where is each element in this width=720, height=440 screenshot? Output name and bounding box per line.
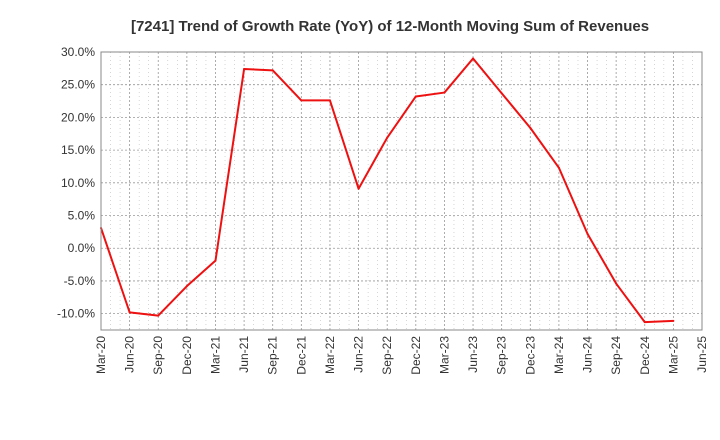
x-tick-label: Jun-23 [466,336,480,373]
data-point [615,282,618,285]
x-tick-label: Dec-20 [180,336,194,375]
data-point [557,166,560,169]
data-point [128,311,131,314]
data-point [300,99,303,102]
data-point [386,136,389,139]
data-point [328,99,331,102]
data-point [643,321,646,324]
y-axis-labels: 30.0% 25.0% 20.0% 15.0% 10.0% 5.0% 0.0% -5.0% -1… [57,45,95,321]
x-tick-label: Sep-20 [151,336,165,375]
x-tick-label: Dec-24 [638,336,652,375]
x-tick-label: Jun-25 [695,336,709,373]
plot-area [101,52,702,330]
data-point [529,126,532,129]
x-tick-label: Dec-21 [294,336,308,375]
x-tick-label: Sep-24 [609,336,623,375]
x-tick-label: Jun-22 [352,336,366,373]
x-tick-label: Sep-23 [495,336,509,375]
data-point [472,57,475,60]
y-tick-label: 10.0% [61,176,95,190]
y-tick-label: 20.0% [61,110,95,124]
grid [101,51,702,330]
data-point [271,69,274,72]
data-point [414,95,417,98]
y-tick-label: -10.0% [57,307,95,321]
x-tick-label: Sep-21 [266,336,280,375]
x-tick-label: Mar-22 [323,336,337,374]
data-point [214,259,217,262]
y-tick-label: -5.0% [64,274,96,288]
y-tick-label: 25.0% [61,78,95,92]
x-axis-labels: Mar-20 Jun-20 Sep-20 Dec-20 Mar-21 Jun-21 Sep-… [94,336,709,375]
x-tick-label: Mar-23 [437,336,451,374]
x-tick-label: Sep-22 [380,336,394,375]
y-tick-label: 0.0% [68,241,96,255]
data-point [185,285,188,288]
y-tick-label: 5.0% [68,209,96,223]
data-point [157,314,160,317]
y-tick-label: 15.0% [61,143,95,157]
chart-title: [7241] Trend of Growth Rate (YoY) of 12-… [131,18,649,35]
plot-border [100,51,703,331]
data-point [500,92,503,95]
x-tick-label: Mar-20 [94,336,108,374]
y-tick-label: 30.0% [61,45,95,59]
x-tick-label: Dec-22 [409,336,423,375]
x-tick-label: Jun-24 [581,336,595,373]
data-point [243,68,246,71]
data-point [586,232,589,235]
x-tick-label: Mar-25 [666,336,680,374]
data-point [357,187,360,190]
x-tick-label: Dec-23 [523,336,537,375]
x-tick-label: Mar-24 [552,336,566,374]
x-tick-label: Mar-21 [208,336,222,374]
data-point [443,91,446,94]
data-point [672,319,675,322]
x-tick-label: Jun-21 [237,336,251,373]
x-tick-label: Jun-20 [123,336,137,373]
